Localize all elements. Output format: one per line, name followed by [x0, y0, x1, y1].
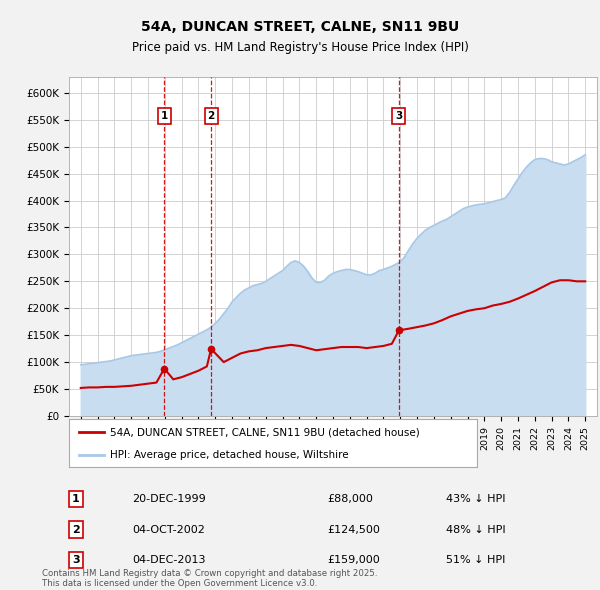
Text: 3: 3	[395, 111, 403, 121]
Text: 04-DEC-2013: 04-DEC-2013	[133, 555, 206, 565]
Text: 04-OCT-2002: 04-OCT-2002	[133, 525, 205, 535]
Text: 51% ↓ HPI: 51% ↓ HPI	[446, 555, 505, 565]
Text: 2: 2	[72, 525, 80, 535]
Text: 2: 2	[208, 111, 215, 121]
Text: 54A, DUNCAN STREET, CALNE, SN11 9BU: 54A, DUNCAN STREET, CALNE, SN11 9BU	[141, 19, 459, 34]
Text: 1: 1	[72, 494, 80, 504]
Text: 3: 3	[72, 555, 80, 565]
Text: 48% ↓ HPI: 48% ↓ HPI	[446, 525, 505, 535]
Text: 20-DEC-1999: 20-DEC-1999	[133, 494, 206, 504]
Text: HPI: Average price, detached house, Wiltshire: HPI: Average price, detached house, Wilt…	[110, 450, 349, 460]
Text: £88,000: £88,000	[327, 494, 373, 504]
Text: £159,000: £159,000	[327, 555, 380, 565]
Text: £124,500: £124,500	[327, 525, 380, 535]
Text: Price paid vs. HM Land Registry's House Price Index (HPI): Price paid vs. HM Land Registry's House …	[131, 41, 469, 54]
Text: 1: 1	[161, 111, 168, 121]
Text: 43% ↓ HPI: 43% ↓ HPI	[446, 494, 505, 504]
Text: 54A, DUNCAN STREET, CALNE, SN11 9BU (detached house): 54A, DUNCAN STREET, CALNE, SN11 9BU (det…	[110, 427, 419, 437]
Text: Contains HM Land Registry data © Crown copyright and database right 2025.
This d: Contains HM Land Registry data © Crown c…	[42, 569, 377, 588]
